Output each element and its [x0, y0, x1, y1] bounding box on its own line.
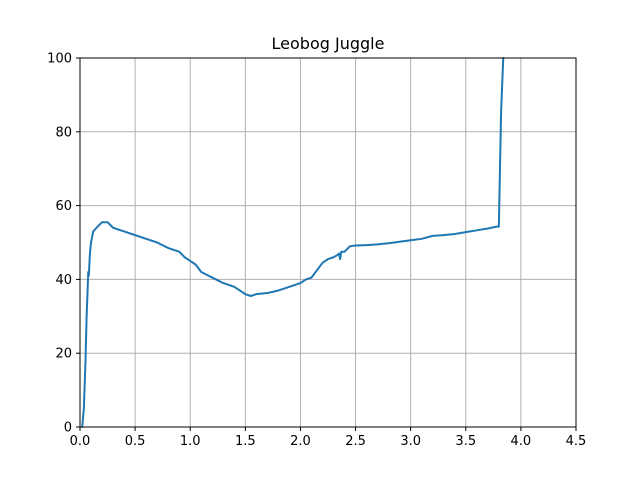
x-tick-label: 3.5 [455, 434, 476, 449]
x-tick-label: 4.5 [566, 434, 587, 449]
x-tick-label: 1.5 [235, 434, 256, 449]
x-tick-label: 0.0 [70, 434, 91, 449]
y-tick-label: 100 [47, 52, 72, 67]
y-tick-label: 40 [55, 273, 72, 288]
x-tick-label: 2.0 [290, 434, 311, 449]
chart-title: Leobog Juggle [272, 34, 385, 53]
series-group [81, 57, 505, 428]
y-tick-label: 0 [64, 421, 72, 436]
y-tick-label: 20 [55, 347, 72, 362]
y-axis: 0 20 40 60 80 100 [47, 52, 80, 436]
y-tick-label: 60 [55, 199, 72, 214]
x-tick-label: 2.5 [345, 434, 366, 449]
series-line [81, 57, 505, 428]
x-tick-label: 0.5 [125, 434, 146, 449]
x-tick-label: 3.0 [400, 434, 421, 449]
axes-frame [79, 57, 577, 428]
x-axis: 0.0 0.5 1.0 1.5 2.0 2.5 3.0 3.5 4.0 4.5 [70, 427, 587, 449]
x-tick-label: 4.0 [511, 434, 532, 449]
x-tick-label: 1.0 [180, 434, 201, 449]
y-tick-label: 80 [55, 125, 72, 140]
